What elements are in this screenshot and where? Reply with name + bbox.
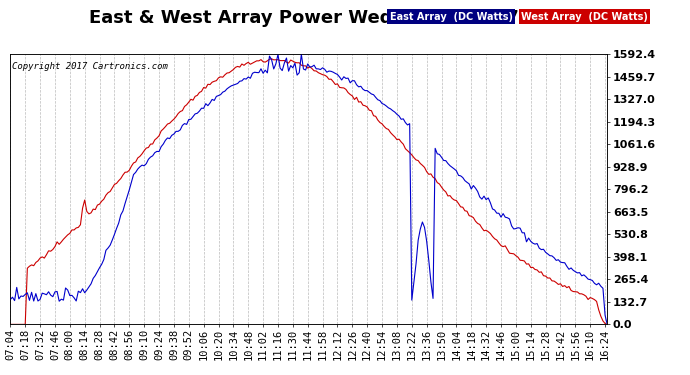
Text: West Array  (DC Watts): West Array (DC Watts) xyxy=(521,12,648,22)
Text: Copyright 2017 Cartronics.com: Copyright 2017 Cartronics.com xyxy=(12,63,168,72)
Text: East & West Array Power Wed Dec 6 16:27: East & West Array Power Wed Dec 6 16:27 xyxy=(89,9,518,27)
Text: East Array  (DC Watts): East Array (DC Watts) xyxy=(390,12,513,22)
